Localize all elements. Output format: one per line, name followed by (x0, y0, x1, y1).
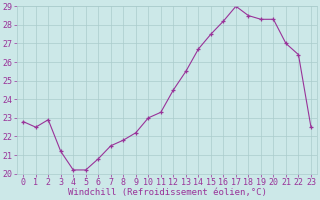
X-axis label: Windchill (Refroidissement éolien,°C): Windchill (Refroidissement éolien,°C) (68, 188, 267, 197)
